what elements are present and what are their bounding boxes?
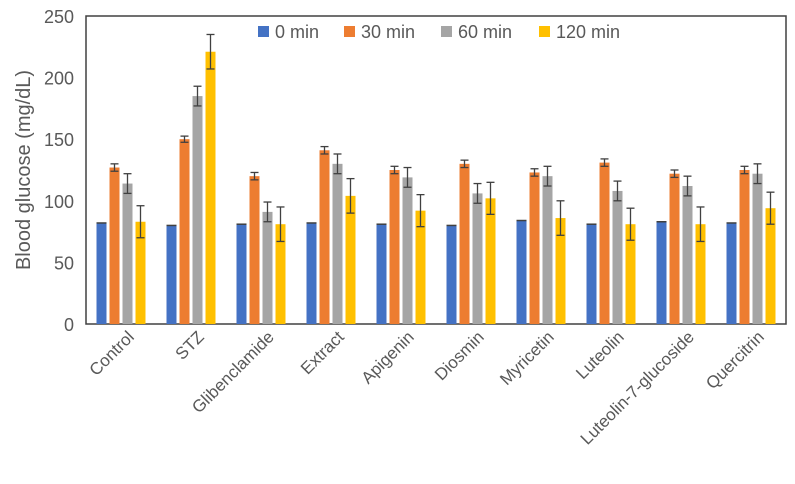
bar-30-min xyxy=(179,139,190,324)
bar-0-min xyxy=(236,224,247,324)
bar-0-min xyxy=(516,220,527,324)
bar-0-min xyxy=(656,221,667,324)
legend-label: 0 min xyxy=(275,22,319,42)
legend-swatch xyxy=(344,26,355,37)
bar-60-min xyxy=(752,173,763,324)
bar-120-min xyxy=(485,198,496,324)
bar-30-min xyxy=(529,172,540,324)
x-tick-label: Extract xyxy=(297,327,348,378)
bar-0-min xyxy=(586,224,597,324)
bar-30-min xyxy=(249,176,260,324)
bar-0-min xyxy=(376,224,387,324)
bar-0-min xyxy=(446,225,457,324)
bar-0-min xyxy=(96,222,107,324)
legend-swatch xyxy=(539,26,550,37)
bar-30-min xyxy=(599,162,610,324)
y-tick-label: 150 xyxy=(44,130,74,150)
legend-swatch xyxy=(441,26,452,37)
x-tick-label: Control xyxy=(86,327,138,379)
x-tick-label: Apigenin xyxy=(358,327,418,387)
y-tick-label: 100 xyxy=(44,192,74,212)
bar-30-min xyxy=(739,170,750,324)
bar-120-min xyxy=(135,221,146,324)
bar-0-min xyxy=(166,225,177,324)
bar-60-min xyxy=(542,176,553,324)
bar-0-min xyxy=(306,222,317,324)
legend-label: 30 min xyxy=(361,22,415,42)
y-tick-label: 250 xyxy=(44,7,74,27)
bar-120-min xyxy=(625,224,636,324)
y-tick-label: 0 xyxy=(64,315,74,335)
y-tick-label: 50 xyxy=(54,253,74,273)
plot-frame xyxy=(85,15,787,325)
x-tick-label: Diosmin xyxy=(431,327,488,384)
bar-60-min xyxy=(682,186,693,324)
x-tick-label: STZ xyxy=(172,327,208,363)
bar-120-min xyxy=(275,224,286,324)
bar-30-min xyxy=(669,173,680,324)
legend-label: 120 min xyxy=(556,22,620,42)
y-axis-label: Blood glucose (mg/dL) xyxy=(13,70,35,270)
bar-30-min xyxy=(389,170,400,324)
x-tick-label: Myricetin xyxy=(496,327,558,389)
bar-60-min xyxy=(402,177,413,324)
bar-120-min xyxy=(205,51,216,325)
bar-60-min xyxy=(612,190,623,324)
y-tick-label: 200 xyxy=(44,69,74,89)
bar-30-min xyxy=(109,167,120,324)
bar-120-min xyxy=(415,210,426,324)
bar-30-min xyxy=(319,150,330,324)
bar-120-min xyxy=(695,224,706,324)
bar-120-min xyxy=(345,195,356,324)
legend-label: 60 min xyxy=(458,22,512,42)
bar-60-min xyxy=(332,163,343,324)
bar-60-min xyxy=(262,211,273,324)
bar-60-min xyxy=(122,183,133,324)
bar-120-min xyxy=(555,218,566,324)
x-tick-label: Quercitrin xyxy=(702,327,768,393)
bar-30-min xyxy=(459,163,470,324)
legend-swatch xyxy=(258,26,269,37)
bar-60-min xyxy=(192,96,203,324)
bar-120-min xyxy=(765,208,776,324)
x-tick-label: Luteolin xyxy=(572,327,628,383)
bar-0-min xyxy=(726,222,737,324)
bar-60-min xyxy=(472,193,483,324)
